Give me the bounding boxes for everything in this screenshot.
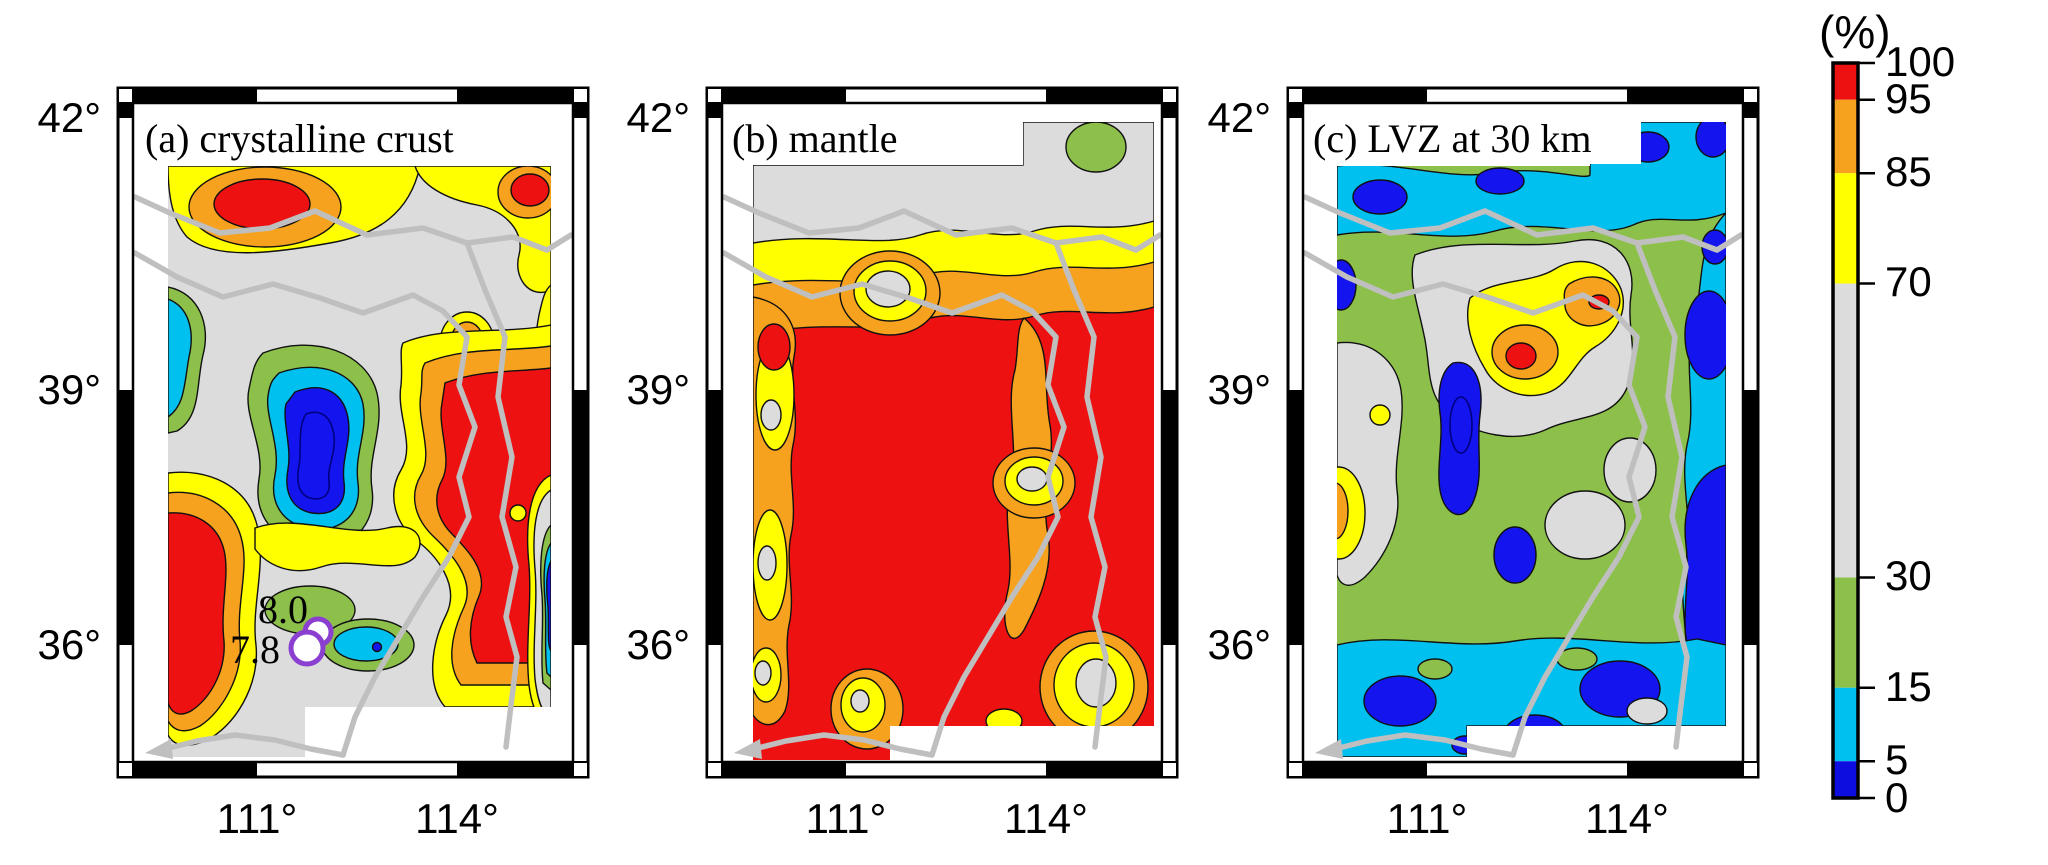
earthquake-circles	[288, 616, 334, 667]
colorbar-segments	[1833, 63, 1858, 798]
lat-tick-36: 36°	[626, 621, 690, 668]
lon-tick-114: 114°	[415, 795, 499, 842]
earthquake-markers: 8.0 7.8	[230, 587, 334, 672]
colorbar-tick-70: 70	[1885, 258, 1932, 305]
colorbar-ticks	[1858, 61, 1875, 800]
lat-tick-42: 42°	[37, 94, 101, 141]
colorbar-tick-5: 5	[1885, 736, 1908, 783]
colorbar-segment	[1833, 687, 1858, 762]
colorbar-segment	[1833, 63, 1858, 100]
colorbar-tick-labels: 100 95 85 70 30 15 5 0	[1885, 38, 1955, 821]
contour-field-mantle	[753, 122, 1154, 760]
lat-tick-39: 39°	[1207, 366, 1271, 413]
panel-mantle: (b) mantle 42° 39° 36° 111° 114°	[626, 86, 1179, 842]
lat-tick-39: 39°	[626, 366, 690, 413]
lon-tick-114: 114°	[1585, 795, 1669, 842]
panel-title: (a) crystalline crust	[145, 116, 454, 161]
lat-tick-36: 36°	[37, 621, 101, 668]
colorbar-segment	[1833, 577, 1858, 688]
lat-tick-36: 36°	[1207, 621, 1271, 668]
earthquake-magnitude-label: 8.0	[258, 587, 308, 632]
contour-field-lvz	[1337, 122, 1726, 757]
colorbar-tick-95: 95	[1885, 75, 1932, 122]
colorbar-outline	[1831, 61, 1860, 800]
colorbar: (%) 100 95 85 70 30 15	[1819, 6, 1955, 821]
lat-tick-39: 39°	[37, 366, 101, 413]
panel-crystalline-crust: (a) crystalline crust 8.0 7.8 42° 39° 36…	[37, 86, 590, 842]
colorbar-unit-label: (%)	[1819, 6, 1891, 58]
colorbar-tick-15: 15	[1885, 663, 1932, 710]
colorbar-segment	[1833, 761, 1858, 798]
lon-tick-114: 114°	[1004, 795, 1088, 842]
colorbar-segment	[1833, 283, 1858, 578]
lon-tick-111: 111°	[1387, 795, 1468, 842]
earthquake-magnitude-label: 7.8	[230, 627, 280, 672]
colorbar-tick-0: 0	[1885, 774, 1908, 821]
colorbar-tick-85: 85	[1885, 148, 1932, 195]
colorbar-tick-30: 30	[1885, 552, 1932, 599]
colorbar-segment	[1833, 173, 1858, 284]
panel-lvz-30km: (c) LVZ at 30 km 42° 39° 36° 111° 114°	[1207, 86, 1760, 842]
lon-tick-111: 111°	[806, 795, 887, 842]
contour-field-crust	[168, 166, 551, 757]
title-box	[722, 112, 922, 164]
colorbar-tick-100: 100	[1885, 38, 1955, 85]
panel-title: (b) mantle	[732, 116, 898, 161]
lat-tick-42: 42°	[626, 94, 690, 141]
title-box	[1305, 112, 1641, 164]
panel-title: (c) LVZ at 30 km	[1313, 116, 1591, 161]
earthquake-circle	[288, 629, 326, 667]
lat-tick-42: 42°	[1207, 94, 1271, 141]
title-box	[137, 112, 455, 164]
lon-tick-111: 111°	[217, 795, 298, 842]
colorbar-segment	[1833, 99, 1858, 174]
